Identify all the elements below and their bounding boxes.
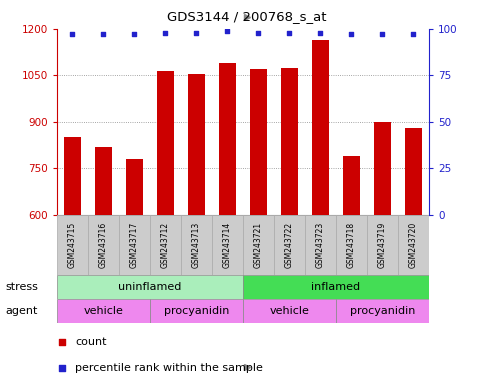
Bar (312, 40, 329, 215)
Bar (150, 299, 243, 323)
Bar (126, 159, 143, 215)
Bar (64, 137, 81, 215)
Text: inflamed: inflamed (311, 281, 360, 292)
Text: vehicle: vehicle (269, 306, 309, 316)
Bar (57, 275, 243, 299)
Point (58, 339, 66, 345)
Text: GSM243712: GSM243712 (161, 222, 170, 268)
Text: GSM243721: GSM243721 (254, 222, 263, 268)
Text: GSM243713: GSM243713 (192, 222, 201, 268)
Point (99, 31, 107, 38)
Point (410, 31, 418, 38)
Bar (212, 215, 243, 275)
Point (254, 30, 262, 36)
Bar (281, 68, 298, 215)
Point (317, 30, 324, 36)
Text: agent: agent (5, 306, 37, 316)
Text: GSM243715: GSM243715 (68, 222, 77, 268)
Bar (367, 215, 398, 275)
Text: stress: stress (5, 281, 38, 292)
Bar (188, 74, 205, 215)
Text: GSM243718: GSM243718 (347, 222, 356, 268)
Bar (57, 215, 88, 275)
Bar (336, 215, 367, 275)
Point (223, 28, 231, 34)
Text: percentile rank within the sample: percentile rank within the sample (75, 363, 263, 373)
Bar (243, 299, 336, 323)
Text: procyanidin: procyanidin (164, 306, 229, 316)
Bar (88, 215, 119, 275)
Text: GSM243716: GSM243716 (99, 222, 108, 268)
Bar (119, 215, 150, 275)
Point (161, 30, 169, 36)
Text: GSM243722: GSM243722 (285, 222, 294, 268)
Bar (181, 215, 212, 275)
Bar (157, 71, 174, 215)
Bar (336, 299, 429, 323)
Bar (57, 299, 150, 323)
Text: GSM243720: GSM243720 (409, 222, 418, 268)
Point (379, 31, 387, 38)
Text: GSM243717: GSM243717 (130, 222, 139, 268)
Text: GSM243719: GSM243719 (378, 222, 387, 268)
Point (68, 31, 76, 38)
Text: vehicle: vehicle (83, 306, 123, 316)
Bar (250, 69, 267, 215)
Text: GDS3144 / 200768_s_at: GDS3144 / 200768_s_at (167, 10, 326, 23)
Bar (398, 215, 429, 275)
Bar (243, 215, 274, 275)
Bar (374, 122, 391, 215)
Point (192, 30, 200, 36)
Bar (243, 275, 429, 299)
Text: GSM243714: GSM243714 (223, 222, 232, 268)
Point (348, 31, 355, 38)
Point (130, 31, 138, 38)
Text: count: count (75, 337, 106, 347)
Bar (405, 128, 422, 215)
Bar (219, 63, 236, 215)
Bar (343, 156, 360, 215)
Bar (274, 215, 305, 275)
Bar (305, 215, 336, 275)
Text: GSM243723: GSM243723 (316, 222, 325, 268)
Text: uninflamed: uninflamed (118, 281, 181, 292)
Point (58, 365, 66, 371)
Text: procyanidin: procyanidin (350, 306, 415, 316)
Point (285, 30, 293, 36)
Bar (95, 147, 112, 215)
Bar (150, 215, 181, 275)
